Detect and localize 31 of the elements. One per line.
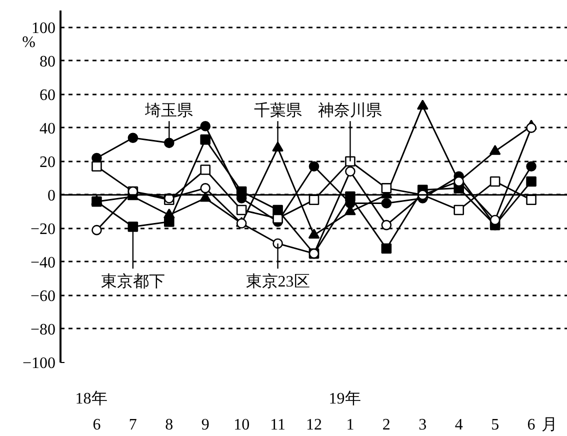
text: 19年 — [328, 390, 361, 408]
y-tick-label: −80 — [30, 321, 56, 338]
x-tick-label: 2 — [382, 416, 390, 434]
x-tick-label: 1 — [346, 416, 354, 434]
x-tick-label: 6 — [527, 416, 536, 434]
y-tick-label: −40 — [30, 254, 56, 272]
text: 東京都下 — [100, 272, 165, 291]
x-tick-label: 6 — [92, 416, 101, 434]
x-tick-label: 9 — [201, 416, 210, 434]
x-tick-label: 8 — [165, 416, 174, 434]
x-tick-label: 4 — [454, 416, 463, 434]
x-tick-label: 11 — [270, 416, 286, 434]
x-tick-label: 7 — [128, 416, 137, 434]
y-tick-label: 0 — [48, 187, 56, 204]
y-tick-label: 20 — [40, 154, 56, 171]
x-tick-label: 10 — [234, 416, 250, 434]
x-tick-label: 5 — [491, 416, 500, 434]
legend-label: 東京23区 — [246, 272, 310, 291]
series-label: 埼玉県 — [144, 102, 194, 120]
y-tick-label: 40 — [40, 120, 56, 138]
y-tick-label: −20 — [30, 220, 56, 238]
x-axis-title: 月 — [541, 416, 558, 434]
y-tick-label: 60 — [40, 86, 56, 104]
y-tick-label: −60 — [30, 288, 56, 305]
y-tick-label: −100 — [22, 355, 56, 372]
x-tick-label: 3 — [418, 416, 427, 434]
text: 18年 — [75, 390, 108, 408]
x-tick-label: 12 — [306, 416, 322, 434]
series-label: 千葉県 — [254, 102, 302, 120]
text: 神奈川県 — [318, 102, 382, 120]
y-tick-label: 80 — [40, 53, 56, 70]
